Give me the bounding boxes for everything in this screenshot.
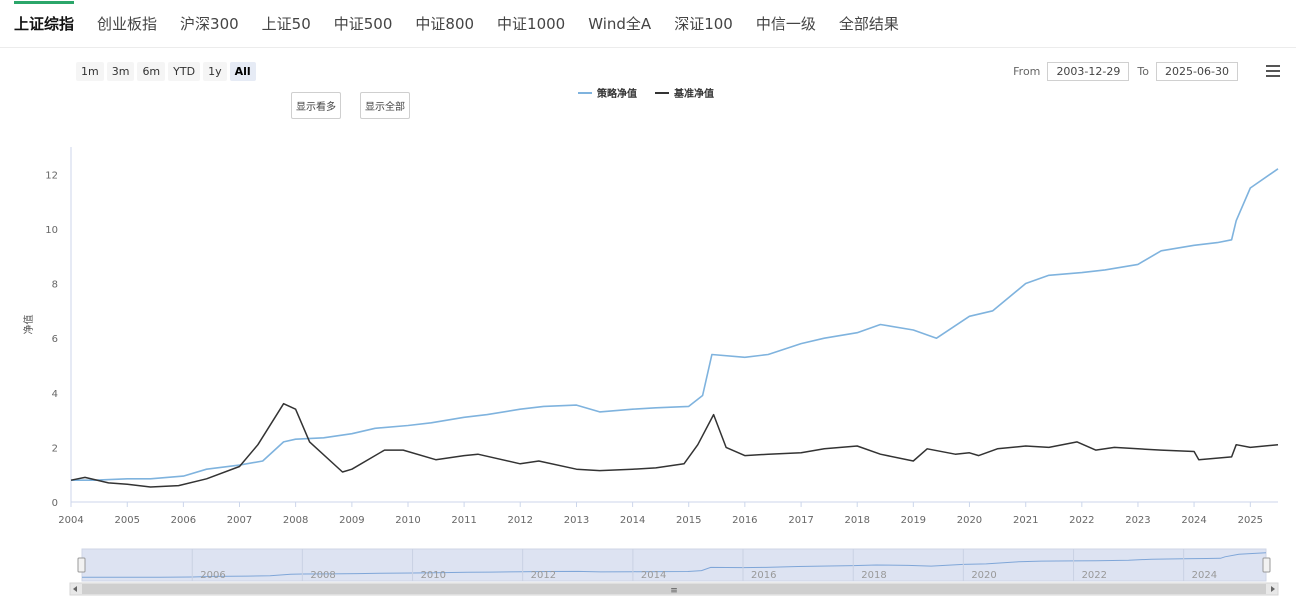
series-line-1	[70, 402, 1279, 488]
navigator-tick-label: 2014	[641, 570, 666, 581]
x-tick-label: 2024	[1181, 515, 1206, 526]
from-label: From	[1013, 65, 1041, 78]
hamburger-menu-icon[interactable]	[1266, 65, 1280, 80]
x-tick-label: 2013	[564, 515, 589, 526]
range-button-ytd[interactable]: YTD	[168, 62, 201, 81]
navigator-tick-label: 2006	[200, 570, 225, 581]
navigator-tick-label: 2016	[751, 570, 776, 581]
x-tick-label: 2014	[620, 515, 645, 526]
y-tick-label: 2	[52, 443, 58, 454]
scrollbar-thumb[interactable]	[82, 584, 1266, 594]
y-tick-label: 6	[52, 334, 58, 345]
chart-container: 1m 3m 6m YTD 1y All 显示看多 显示全部 From 2003-12-29…	[12, 52, 1292, 600]
scroll-left-arrow-icon[interactable]	[73, 586, 77, 592]
x-tick-label: 2011	[451, 515, 476, 526]
navigator-tick-label: 2010	[421, 570, 446, 581]
x-tick-label: 2005	[115, 515, 140, 526]
navigator-tick-label: 2012	[531, 570, 556, 581]
y-tick-label: 8	[52, 280, 58, 291]
tab-2[interactable]: 沪深300	[180, 15, 239, 33]
y-tick-label: 4	[52, 389, 58, 400]
navigator-tick-label: 2020	[971, 570, 996, 581]
chart-legend: 策略净值 基准净值	[578, 85, 732, 100]
navigator-tick-label: 2022	[1082, 570, 1107, 581]
navigator-series-line	[82, 552, 1267, 578]
scroll-right-arrow-icon[interactable]	[1271, 586, 1275, 592]
x-tick-label: 2010	[395, 515, 420, 526]
legend-item-1[interactable]: 基准净值	[655, 85, 714, 100]
date-range-selector: From 2003-12-29 To 2025-06-30	[1013, 62, 1246, 81]
to-date-input[interactable]: 2025-06-30	[1156, 62, 1238, 81]
y-axis-label: 净值	[22, 315, 35, 335]
x-tick-label: 2023	[1125, 515, 1150, 526]
tab-3[interactable]: 上证50	[261, 15, 311, 33]
x-tick-label: 2015	[676, 515, 701, 526]
index-tab-bar: 上证综指 创业板指 沪深300 上证50 中证500 中证800 中证1000 Wind全A 深…	[0, 0, 1296, 48]
navigator-tick-label: 2018	[861, 570, 886, 581]
legend-label: 策略净值	[597, 89, 637, 100]
chart-svg: 0 2 4 6 8 10 12 净值 2004 2005 2006 2007 2008 2009 2010 2…	[22, 147, 1279, 596]
x-tick-label: 2016	[732, 515, 757, 526]
navigator-right-handle[interactable]	[1262, 557, 1271, 573]
x-tick-label: 2006	[171, 515, 196, 526]
tab-10[interactable]: 全部结果	[838, 15, 899, 33]
x-tick-label: 2007	[227, 515, 252, 526]
tab-6[interactable]: 中证1000	[497, 15, 566, 33]
scrollbar-grip-icon[interactable]: ≡	[670, 586, 678, 596]
x-tick-label: 2019	[901, 515, 926, 526]
range-button-6m[interactable]: 6m	[137, 62, 166, 81]
x-tick-label: 2018	[844, 515, 869, 526]
tab-0[interactable]: 上证综指	[14, 1, 75, 46]
tab-4[interactable]: 中证500	[333, 15, 393, 33]
from-date-input[interactable]: 2003-12-29	[1047, 62, 1130, 81]
tab-7[interactable]: Wind全A	[588, 15, 652, 33]
x-tick-label: 2004	[58, 515, 83, 526]
show-few-button[interactable]: 显示看多	[291, 92, 341, 119]
legend-swatch	[578, 91, 592, 94]
x-tick-label: 2017	[788, 515, 813, 526]
range-button-1y[interactable]: 1y	[203, 62, 227, 81]
y-tick-label: 0	[52, 498, 58, 509]
y-tick-label: 10	[45, 225, 58, 236]
navigator-window[interactable]	[81, 548, 1267, 582]
x-tick-label: 2025	[1238, 515, 1263, 526]
tab-5[interactable]: 中证800	[415, 15, 475, 33]
range-button-1m[interactable]: 1m	[76, 62, 104, 81]
x-tick-label: 2020	[957, 515, 982, 526]
x-tick-label: 2021	[1013, 515, 1038, 526]
x-tick-label: 2022	[1069, 515, 1094, 526]
y-tick-label: 12	[45, 170, 58, 181]
range-selector: 1m 3m 6m YTD 1y All	[76, 62, 259, 81]
tab-9[interactable]: 中信一级	[755, 15, 816, 33]
tab-1[interactable]: 创业板指	[97, 15, 158, 33]
tab-8[interactable]: 深证100	[674, 15, 733, 33]
navigator-tick-label: 2008	[310, 570, 335, 581]
x-tick-label: 2009	[339, 515, 364, 526]
legend-item-0[interactable]: 策略净值	[578, 85, 637, 100]
range-button-3m[interactable]: 3m	[106, 62, 135, 81]
to-label: To	[1137, 65, 1149, 78]
navigator-left-handle[interactable]	[77, 557, 86, 573]
x-tick-label: 2012	[507, 515, 532, 526]
navigator-tick-label: 2024	[1192, 570, 1217, 581]
range-button-all[interactable]: All	[229, 62, 256, 81]
series-line-0	[71, 168, 1279, 481]
legend-label: 基准净值	[674, 89, 714, 100]
x-tick-label: 2008	[283, 515, 308, 526]
show-all-button[interactable]: 显示全部	[360, 92, 410, 119]
legend-swatch	[655, 91, 669, 94]
